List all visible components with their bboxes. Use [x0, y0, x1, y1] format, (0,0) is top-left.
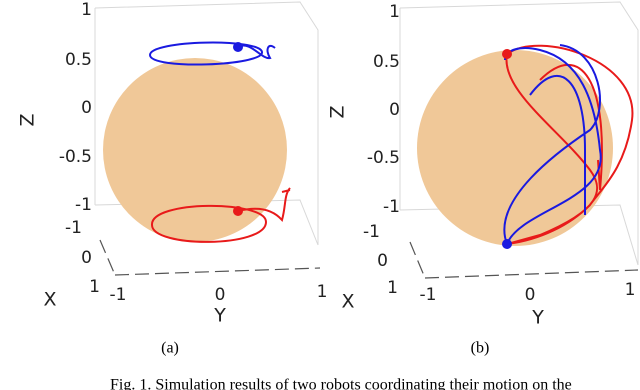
trajectory-blue: [503, 44, 602, 245]
y-tick-label: 1: [317, 282, 328, 302]
trajectory-blue: [148, 41, 276, 66]
x-tick-label: 0: [81, 248, 92, 268]
robot-red: [502, 49, 512, 59]
x-axis-label: X: [43, 289, 56, 311]
panel-b: [399, 1, 639, 279]
z-tick-label: 1: [389, 2, 400, 22]
subfigure-caption: (b): [471, 340, 490, 357]
z-axis-label: Z: [17, 113, 39, 126]
y-axis-label: Y: [213, 305, 226, 327]
x-axis-label: X: [341, 291, 354, 313]
z-tick-label: 0.5: [65, 50, 92, 70]
panel-a: [94, 1, 321, 276]
figure-caption: Fig. 1. Simulation results of two robots…: [110, 377, 572, 390]
y-tick-label: 1: [625, 280, 636, 300]
robot-red: [233, 206, 243, 216]
x-tick-label: 1: [89, 277, 100, 297]
z-tick-label: -0.5: [59, 147, 92, 167]
y-tick-label: -1: [420, 285, 437, 305]
axis-floor: [409, 241, 639, 279]
sphere: [417, 50, 613, 246]
sphere: [103, 58, 287, 242]
z-tick-label: -0.5: [367, 148, 400, 168]
axis-floor: [99, 239, 321, 276]
z-tick-label: -1: [75, 195, 92, 215]
x-tick-label: -1: [65, 218, 82, 238]
robot-blue: [502, 239, 512, 249]
x-tick-label: 1: [387, 278, 398, 298]
x-tick-label: -1: [363, 222, 380, 242]
z-axis-label: Z: [327, 105, 349, 118]
y-axis-label: Y: [531, 307, 544, 329]
z-tick-label: -1: [383, 197, 400, 217]
trajectory-red: [505, 44, 634, 245]
trajectory-red: [150, 187, 291, 243]
robot-blue: [233, 42, 243, 52]
z-tick-label: 0.5: [373, 52, 400, 72]
y-tick-label: 0: [215, 285, 226, 305]
subfigure-caption: (a): [161, 340, 179, 357]
x-tick-label: 0: [377, 251, 388, 271]
y-tick-label: 0: [525, 285, 536, 305]
z-tick-label: 0: [81, 98, 92, 118]
y-tick-label: -1: [110, 285, 127, 305]
z-tick-label: 1: [81, 0, 92, 20]
z-tick-label: 0: [389, 100, 400, 120]
